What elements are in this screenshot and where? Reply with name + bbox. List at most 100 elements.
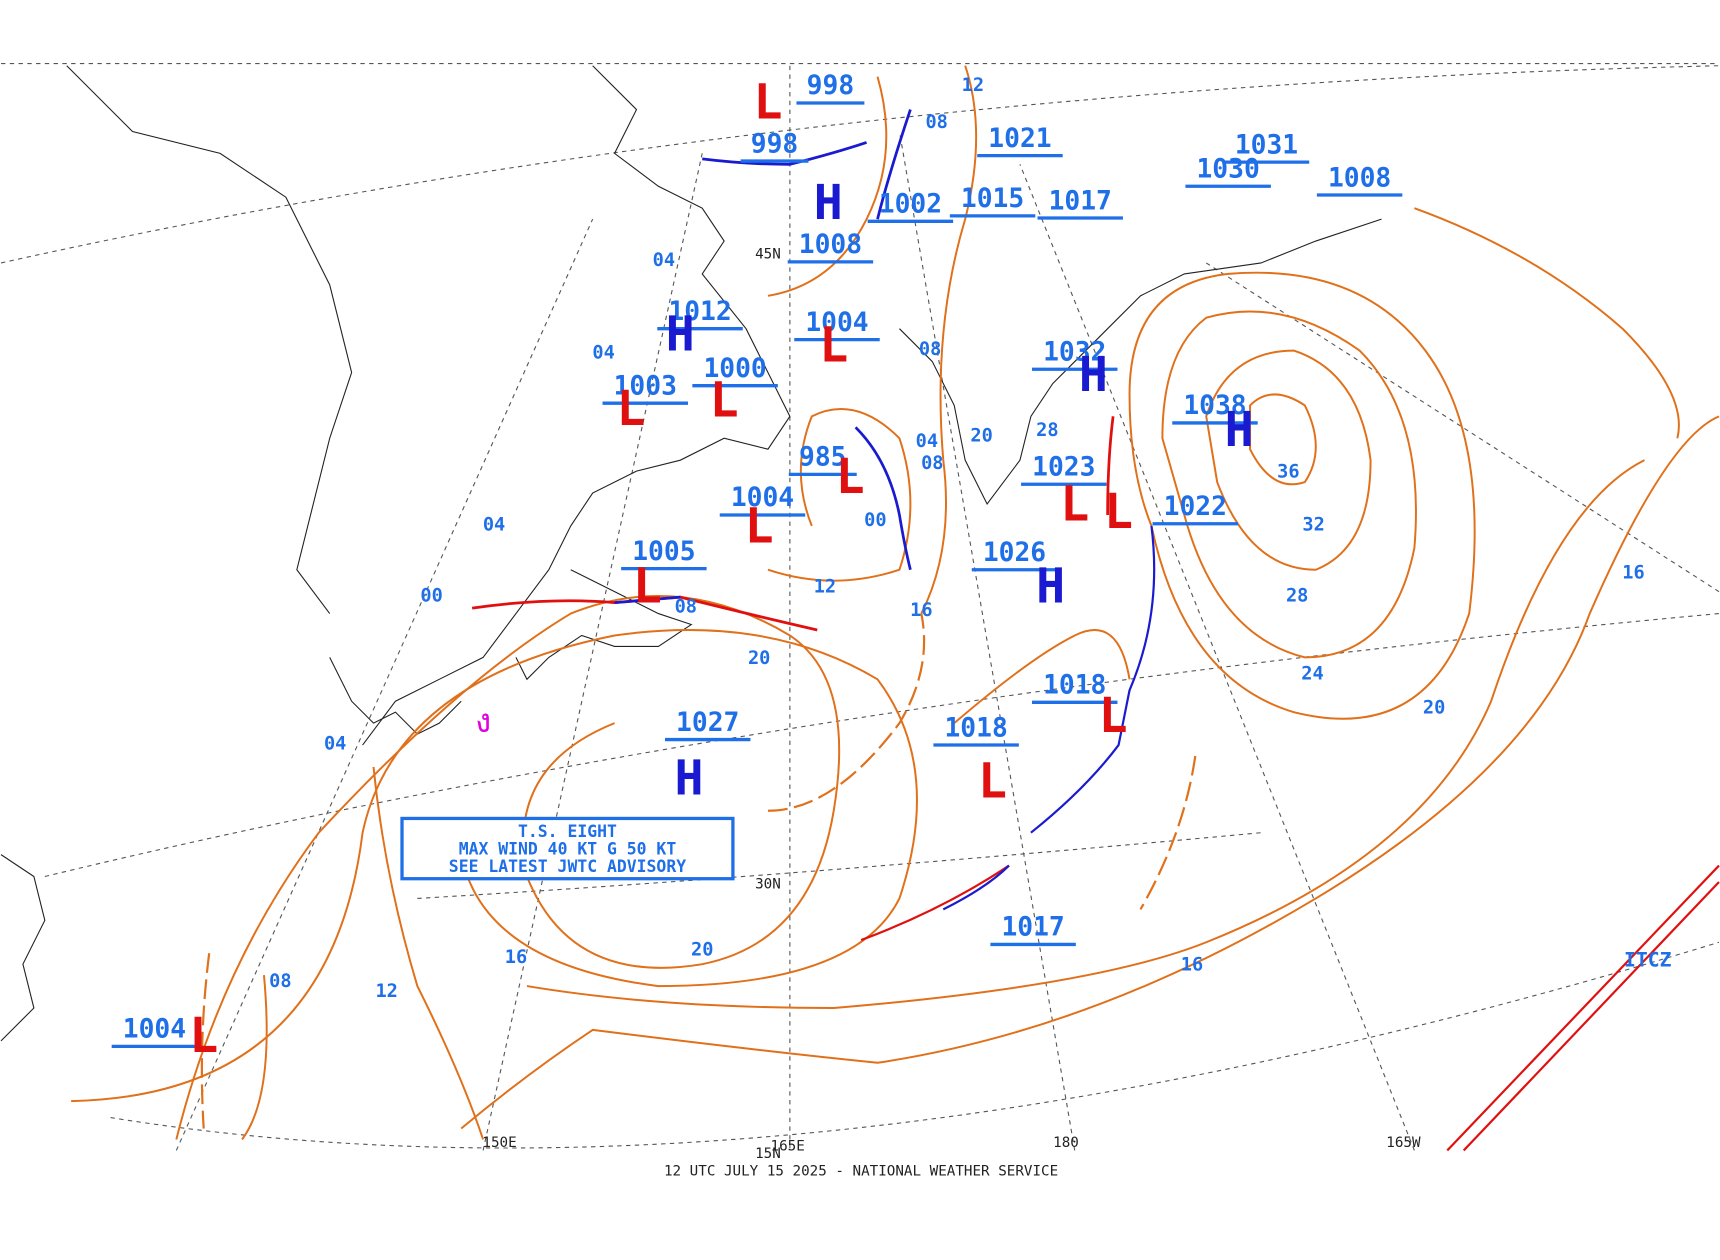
- center-symbol: L: [633, 559, 662, 615]
- lat-line: [417, 832, 1262, 899]
- center-symbol: L: [753, 74, 782, 130]
- lon-line: [175, 218, 594, 1151]
- pressure-label: 1002: [879, 190, 942, 220]
- isobar: [175, 595, 841, 1140]
- pressure-label: 1015: [961, 184, 1024, 214]
- isobar: [920, 65, 978, 615]
- isobar-label: 08: [675, 596, 697, 617]
- isobar-label: 20: [748, 648, 770, 669]
- pressure-label: 998: [807, 71, 854, 101]
- pressure-label: 1018: [944, 713, 1007, 743]
- lon-line: [482, 153, 703, 1151]
- isobar-label: 12: [814, 577, 836, 598]
- lon-line: [1019, 164, 1415, 1151]
- coastlines: [0, 65, 1382, 1042]
- pressure-label: 1023: [1032, 453, 1095, 483]
- center-symbol: H: [814, 175, 843, 231]
- advisory-line: MAX WIND 40 KT G 50 KT: [459, 840, 677, 859]
- cold-front: [876, 109, 912, 220]
- pressure-label: 1031: [1235, 130, 1298, 160]
- isobar: [241, 975, 268, 1141]
- isobar-label: 12: [375, 981, 397, 1002]
- graticule: [0, 65, 1720, 1151]
- isobar-label: 16: [1181, 955, 1203, 976]
- trough: [200, 953, 211, 1129]
- lat-line: [110, 941, 1720, 1149]
- center-symbol: L: [189, 1008, 218, 1064]
- pressure-label: 1004: [731, 483, 794, 513]
- isobar: [767, 408, 912, 582]
- cold-front: [702, 141, 868, 166]
- lon-line: [898, 131, 1076, 1151]
- center-symbol: H: [1225, 402, 1254, 458]
- lat-line: [44, 613, 1720, 878]
- isobar-label: 20: [691, 939, 713, 960]
- isobar-label: 08: [921, 453, 943, 474]
- pressure-label: 1030: [1196, 154, 1259, 184]
- isobar-label: 04: [592, 342, 614, 363]
- coastline: [899, 218, 1382, 506]
- isobar: [460, 415, 1720, 1130]
- isobar: [372, 766, 485, 1140]
- footer: 12 UTC JULY 15 2025 - NATIONAL WEATHER S…: [664, 1164, 1058, 1180]
- isobar-label: 36: [1277, 462, 1299, 483]
- grid-label: 165E: [771, 1138, 805, 1154]
- center-symbol: L: [1104, 484, 1133, 540]
- pressure-label: 1004: [805, 308, 868, 338]
- pressure-label: 998: [751, 129, 798, 159]
- isobar-label: 04: [916, 431, 938, 452]
- grid-label: 180: [1053, 1135, 1079, 1151]
- center-symbol: L: [617, 381, 646, 437]
- center-symbol: L: [836, 449, 865, 505]
- tropical-storm-symbol: ง: [475, 701, 491, 740]
- center-symbol: H: [1079, 347, 1108, 403]
- isobar-label: 28: [1286, 586, 1308, 607]
- center-symbol: L: [1099, 688, 1128, 744]
- isobar: [1414, 207, 1680, 439]
- pressure-label: 1005: [632, 537, 695, 567]
- lat-line: [0, 65, 1720, 264]
- pressure-label: 1000: [703, 354, 766, 384]
- isobar: [953, 629, 1131, 724]
- isobar: [1128, 271, 1476, 720]
- isobar: [1249, 393, 1317, 486]
- isobar-label: 20: [1423, 697, 1445, 718]
- advisory-line: T.S. EIGHT: [518, 822, 617, 841]
- isobar-label: 04: [324, 733, 346, 754]
- feature-label: ITCZ: [1624, 948, 1672, 971]
- pressure-label: 1018: [1043, 671, 1106, 701]
- grid-label: 150E: [482, 1135, 516, 1151]
- warm-front: [1106, 416, 1115, 515]
- cold-front: [1030, 525, 1156, 834]
- center-symbol: L: [745, 498, 774, 554]
- isobar-label: 16: [1622, 563, 1644, 584]
- advisory-box: [400, 816, 735, 881]
- pressure-label: 985: [799, 443, 846, 473]
- itcz-line: [1446, 864, 1720, 1152]
- coastline: [0, 854, 46, 1042]
- center-symbol: H: [675, 750, 704, 806]
- pressure-label: 1032: [1043, 337, 1106, 367]
- pressure-label: 1017: [1001, 913, 1064, 943]
- coastline: [66, 65, 353, 614]
- grid-label: 15N: [755, 1146, 781, 1162]
- pressure-label: 1004: [123, 1015, 186, 1045]
- fronts: ง: [471, 109, 1720, 1152]
- isobar-label: 08: [925, 112, 947, 133]
- pressure-label: 1022: [1164, 492, 1227, 522]
- advisory-line: SEE LATEST JWTC ADVISORY: [449, 857, 686, 876]
- isobar-label: 32: [1302, 514, 1324, 535]
- isobar-label: 16: [910, 600, 932, 621]
- grid-label: 30N: [755, 877, 781, 893]
- isobar-label: 08: [269, 971, 291, 992]
- grid-label: 165W: [1386, 1135, 1421, 1151]
- trough: [767, 613, 926, 812]
- isobar-label: 12: [962, 75, 984, 96]
- pressure-label: 1027: [676, 708, 739, 738]
- isobar: [1161, 310, 1417, 659]
- isobar: [71, 629, 918, 1103]
